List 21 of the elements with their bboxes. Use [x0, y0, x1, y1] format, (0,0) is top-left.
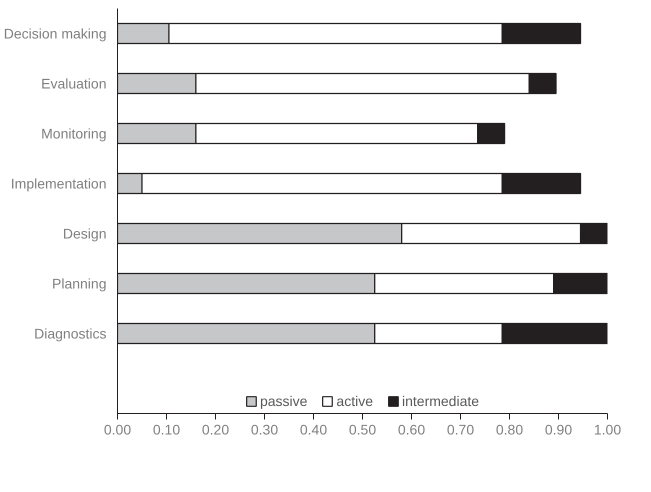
legend-label: intermediate — [402, 393, 480, 409]
y-tick-label: Design — [62, 226, 107, 242]
y-tick-label: Planning — [52, 276, 107, 292]
x-tick-label: 0.30 — [250, 422, 278, 438]
x-tick-label: 0.20 — [202, 422, 230, 438]
y-tick-label: Evaluation — [41, 76, 107, 92]
x-tick-label: 0.70 — [446, 422, 474, 438]
x-tick-label: 0.10 — [152, 422, 180, 438]
x-tick-label: 0.00 — [104, 422, 132, 438]
y-tick-label: Decision making — [4, 26, 107, 42]
y-tick-label: Implementation — [10, 176, 106, 192]
legend-label: active — [336, 393, 373, 409]
x-tick-label: 0.50 — [348, 422, 376, 438]
x-tick-label: 0.90 — [544, 422, 572, 438]
y-tick-label: Monitoring — [41, 126, 107, 142]
y-tick-label: Diagnostics — [34, 326, 107, 342]
x-tick-label: 0.80 — [496, 422, 524, 438]
x-tick-label: 0.40 — [300, 422, 328, 438]
legend-label: passive — [260, 393, 308, 409]
x-tick-label: 0.60 — [398, 422, 426, 438]
x-tick-label: 1.00 — [594, 422, 622, 438]
